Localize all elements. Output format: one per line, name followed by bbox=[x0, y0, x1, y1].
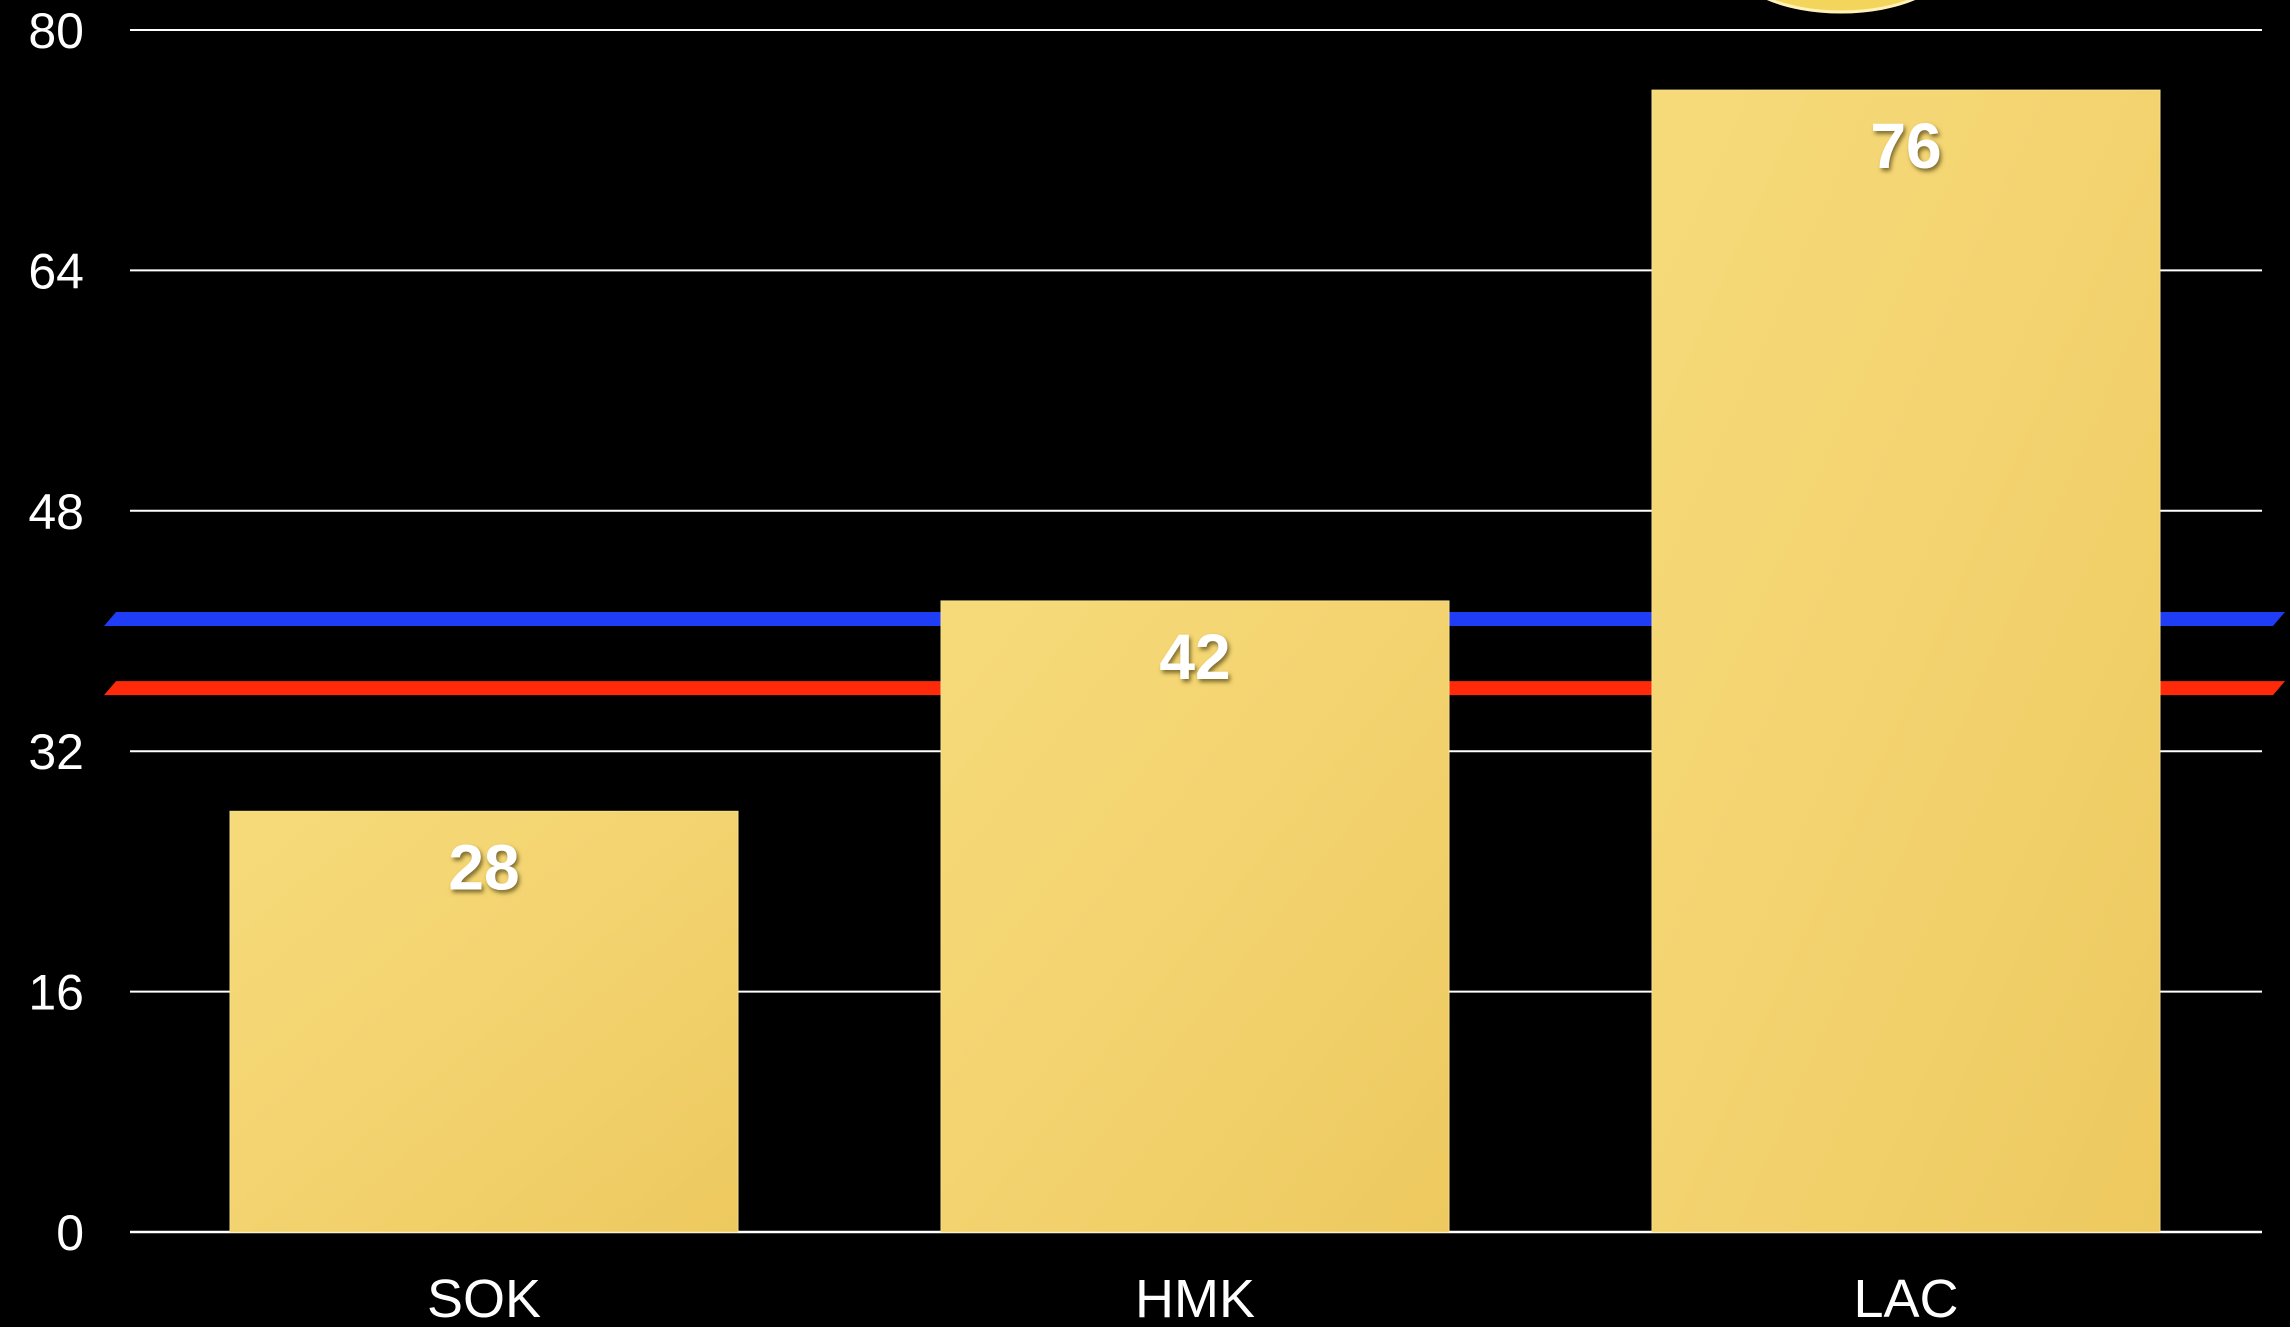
x-tick-label-HMK: HMK bbox=[1135, 1269, 1255, 1327]
x-tick-label-SOK: SOK bbox=[427, 1269, 541, 1327]
x-axis-category-labels: SOK HMK LAC bbox=[427, 1269, 1959, 1327]
bar-LAC bbox=[1651, 89, 2161, 1233]
bar-SOK bbox=[229, 810, 739, 1233]
y-tick-label-32: 32 bbox=[28, 724, 84, 780]
bar-HMK bbox=[940, 600, 1450, 1233]
y-tick-label-0: 0 bbox=[56, 1205, 84, 1261]
bars bbox=[229, 89, 2161, 1233]
y-tick-label-64: 64 bbox=[28, 243, 84, 299]
data-label-SOK: 28 bbox=[448, 831, 519, 903]
data-labels: 28 42 76 bbox=[448, 110, 1941, 903]
data-label-HMK: 42 bbox=[1159, 621, 1230, 693]
highlight-marker-shape bbox=[1766, 0, 1916, 14]
y-axis-tick-labels: 0 16 32 48 64 80 bbox=[28, 3, 84, 1261]
y-tick-label-48: 48 bbox=[28, 484, 84, 540]
data-label-LAC: 76 bbox=[1870, 110, 1941, 182]
highlight-marker bbox=[1766, 0, 1916, 14]
y-tick-label-80: 80 bbox=[28, 3, 84, 59]
y-tick-label-16: 16 bbox=[28, 965, 84, 1021]
x-tick-label-LAC: LAC bbox=[1853, 1269, 1958, 1327]
